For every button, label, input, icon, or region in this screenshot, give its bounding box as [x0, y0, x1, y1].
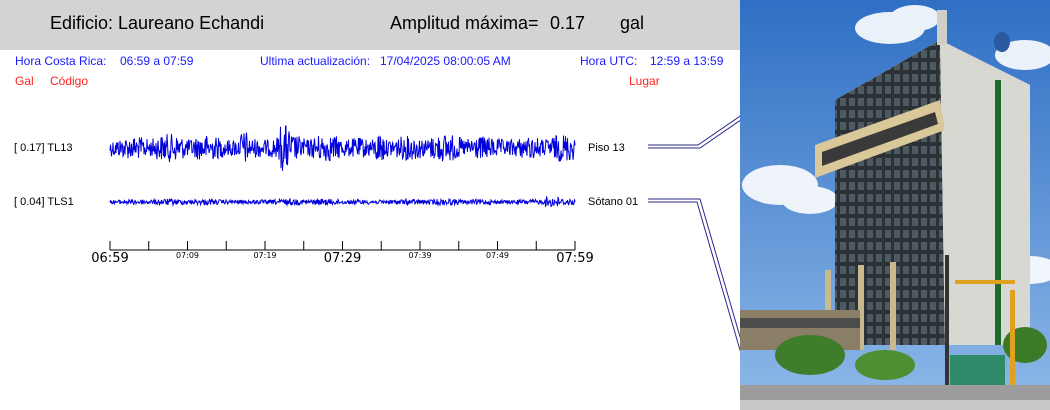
building-title: Edificio: Laureano Echandi — [50, 13, 265, 33]
time-tick-label: 07:49 — [486, 251, 509, 260]
column-gal: Gal — [15, 74, 34, 88]
trace-tl13 — [109, 125, 576, 171]
column-code: Código — [50, 74, 89, 88]
time-tick-label: 07:39 — [408, 251, 431, 260]
channel-label-tls1: [ 0.04] TLS1 — [14, 196, 74, 208]
utc-time-value: 12:59 a 13:59 — [650, 54, 724, 68]
time-tick-label: 07:09 — [176, 251, 199, 260]
last-update-value: 17/04/2025 08:00:05 AM — [380, 54, 511, 68]
channel-place-tls1: Sótano 01 — [588, 196, 639, 208]
building-photo — [740, 0, 1050, 410]
time-tick-label: 07:59 — [556, 251, 593, 266]
time-tick-label: 06:59 — [91, 251, 128, 266]
channel-label-tl13: [ 0.17] TL13 — [14, 142, 73, 154]
header-band: Edificio: Laureano Echandi Amplitud máxi… — [0, 0, 740, 50]
local-time-label: Hora Costa Rica: — [15, 54, 107, 68]
last-update-label: Ultima actualización: — [260, 54, 371, 68]
max-amplitude-unit: gal — [620, 13, 645, 33]
trace-tls1 — [109, 195, 576, 208]
max-amplitude-label: Amplitud máxima= — [390, 13, 539, 33]
time-tick-label: 07:19 — [253, 251, 276, 260]
utc-time-label: Hora UTC: — [580, 54, 638, 68]
max-amplitude-value: 0.17 — [550, 13, 586, 33]
time-axis: 06:59 07:09 07:19 07:29 07:39 07:49 07:59 — [91, 241, 594, 266]
channel-place-tl13: Piso 13 — [588, 142, 625, 154]
column-place: Lugar — [629, 74, 660, 88]
time-tick-label: 07:29 — [324, 251, 361, 266]
local-time-value: 06:59 a 07:59 — [120, 54, 194, 68]
